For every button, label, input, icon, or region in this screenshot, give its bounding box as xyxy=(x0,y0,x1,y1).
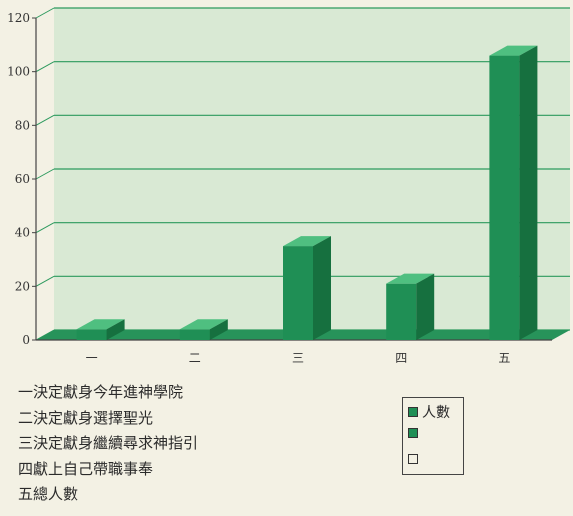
note-item: 二決定獻身選擇聖光 xyxy=(18,408,154,427)
bar xyxy=(179,319,228,340)
bar-chart: 0 20 40 60 80 100 120 一 二 三 四 五 xyxy=(7,7,570,365)
bar xyxy=(283,236,331,340)
bar-side xyxy=(209,319,228,340)
bar-side xyxy=(416,273,435,340)
bar-top xyxy=(179,319,228,330)
y-tick-label: 20 xyxy=(15,279,30,293)
legend-entry xyxy=(408,428,422,438)
bar-top xyxy=(489,45,538,56)
chart-bars xyxy=(76,45,538,341)
bar-front xyxy=(283,246,313,340)
bar-top xyxy=(386,273,435,284)
x-tick-label: 三 xyxy=(292,351,304,365)
category-notes: 一決定獻身今年進神學院 二決定獻身選擇聖光 三決定獻身繼續尋求神指引 四獻上自己… xyxy=(18,380,198,508)
bar xyxy=(489,45,538,341)
gridline-depth xyxy=(35,222,55,234)
gridline-depth xyxy=(35,61,55,73)
legend-swatch-empty xyxy=(408,454,418,464)
bar xyxy=(386,273,435,340)
chart-legend: 人數 xyxy=(402,397,464,475)
bar-side xyxy=(519,45,538,341)
bar-side xyxy=(313,236,331,340)
gridline-depth xyxy=(35,114,55,126)
note-item: 一決定獻身今年進神學院 xyxy=(18,383,184,401)
x-tick-label: 一 xyxy=(86,351,98,365)
y-tick-label: 120 xyxy=(7,11,30,25)
note-item: 四獻上自己帶職事奉 xyxy=(18,459,154,478)
bar-side xyxy=(106,319,125,340)
legend-swatch-filled xyxy=(408,407,418,417)
gridline-depth xyxy=(35,275,55,287)
y-tick-label: 100 xyxy=(7,65,30,79)
y-tick-label: 80 xyxy=(15,118,30,132)
x-tick-label: 四 xyxy=(395,351,407,365)
x-tick-label: 二 xyxy=(189,351,201,365)
bar xyxy=(76,319,125,340)
bar-top xyxy=(76,319,125,330)
note-item: 五總人數 xyxy=(18,485,79,503)
bar-front xyxy=(489,55,520,341)
legend-swatch-filled xyxy=(408,428,418,438)
bar-front xyxy=(386,283,417,340)
chart-labels: 0 20 40 60 80 100 120 一 二 三 四 五 xyxy=(7,11,510,365)
legend-label: 人數 xyxy=(422,405,450,421)
y-tick-label: 60 xyxy=(15,172,30,186)
gridline-depth xyxy=(35,168,55,180)
bar-front xyxy=(76,329,107,340)
y-tick-label: 40 xyxy=(15,226,30,240)
y-tick-label: 0 xyxy=(22,333,30,347)
bar-front xyxy=(179,329,210,340)
legend-entry xyxy=(408,454,422,464)
note-item: 三決定獻身繼續尋求神指引 xyxy=(18,434,199,452)
bar-top xyxy=(283,236,331,247)
x-tick-label: 五 xyxy=(498,351,510,365)
legend-entry: 人數 xyxy=(408,402,450,422)
gridline-depth xyxy=(35,7,55,19)
